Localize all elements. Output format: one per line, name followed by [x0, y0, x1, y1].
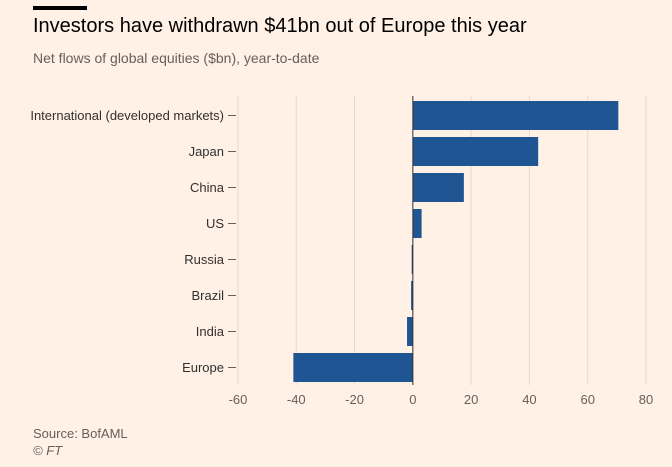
x-tick-label: 40 [522, 392, 536, 407]
bar [412, 137, 539, 166]
bar [412, 173, 464, 202]
bar [411, 245, 413, 274]
x-tick-label: -60 [229, 392, 248, 407]
bar [412, 209, 422, 238]
chart-title: Investors have withdrawn $41bn out of Eu… [33, 15, 527, 37]
x-tick-label: 60 [580, 392, 594, 407]
chart-subtitle: Net flows of global equities ($bn), year… [33, 50, 320, 66]
bar [411, 281, 413, 310]
x-tick-label: 80 [639, 392, 653, 407]
bar [412, 101, 619, 130]
category-label: India [196, 324, 225, 339]
category-label: International (developed markets) [30, 108, 224, 123]
bar [293, 353, 413, 382]
x-tick-label: -40 [287, 392, 306, 407]
x-tick-labels: -60 -40 -20 0 20 40 60 80 [229, 392, 654, 407]
x-tick-label: 20 [464, 392, 478, 407]
bar [407, 317, 413, 346]
x-tick-label: 0 [409, 392, 416, 407]
source-note: Source: BofAML [33, 426, 128, 441]
ft-credit: © FT [33, 443, 63, 458]
category-label: Europe [182, 360, 224, 375]
x-tick-label: -20 [345, 392, 364, 407]
category-label: US [206, 216, 224, 231]
category-label: Russia [184, 252, 225, 267]
bars [293, 96, 619, 385]
category-label: Japan [189, 144, 224, 159]
ft-top-rule [33, 6, 87, 10]
grid-lines [237, 96, 647, 385]
category-label: Brazil [191, 288, 224, 303]
category-label: China [190, 180, 225, 195]
category-labels: International (developed markets) Japan Ch… [30, 108, 236, 375]
